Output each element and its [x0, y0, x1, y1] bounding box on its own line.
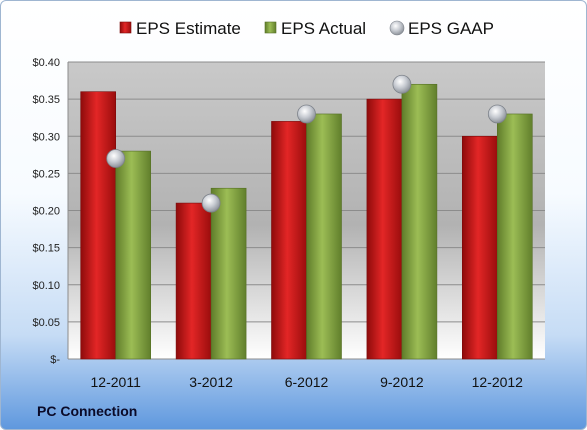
legend-swatch: [264, 21, 277, 34]
bar-eps-estimate: [175, 202, 212, 360]
bar-eps-actual: [210, 187, 247, 360]
marker-eps-gaap: [201, 193, 221, 213]
y-tick-label: $0.20: [32, 206, 60, 218]
company-name: PC Connection: [37, 403, 138, 419]
marker-eps-gaap: [297, 104, 316, 124]
y-tick-label: $0.15: [32, 243, 60, 255]
marker-eps-gaap: [106, 149, 126, 168]
marker-eps-gaap: [487, 104, 507, 124]
x-tick-label: 9-2012: [380, 374, 424, 390]
legend-label: EPS Estimate: [136, 19, 241, 38]
y-tick-label: $-: [50, 354, 60, 366]
y-tick-label: $0.05: [32, 317, 60, 329]
legend-label: EPS Actual: [281, 19, 366, 38]
bar-eps-actual: [496, 113, 533, 360]
y-tick-label: $0.30: [32, 131, 60, 143]
legend-label: EPS GAAP: [408, 19, 494, 38]
bar-eps-estimate: [366, 98, 403, 360]
bar-series: [80, 83, 533, 360]
bar-eps-estimate: [271, 121, 307, 360]
x-axis: 12-2011 3-2012 6-2012 9-2012 12-2012: [91, 374, 524, 390]
x-tick-label: 3-2012: [189, 374, 233, 390]
bar-eps-actual: [115, 150, 151, 360]
bar-eps-actual: [401, 83, 438, 360]
marker-eps-gaap: [392, 74, 412, 94]
x-tick-label: 12-2012: [472, 374, 524, 390]
x-tick-label: 6-2012: [285, 374, 329, 390]
y-tick-label: $0.10: [32, 280, 60, 292]
y-tick-label: $0.40: [32, 57, 60, 69]
legend: EPS Estimate EPS Actual EPS GAAP: [119, 19, 494, 38]
gaap-markers: [106, 74, 507, 213]
bar-eps-actual: [306, 113, 342, 360]
y-tick-label: $0.35: [32, 94, 60, 106]
y-tick-label: $0.25: [32, 168, 60, 180]
legend-swatch: [119, 21, 132, 34]
y-axis: $- $0.05 $0.10 $0.15 $0.20 $0.25 $0.30 $0.35 $0.…: [32, 57, 69, 366]
bar-eps-estimate: [80, 91, 116, 360]
x-tick-label: 12-2011: [91, 374, 142, 390]
bar-eps-estimate: [461, 135, 498, 360]
legend-swatch: [389, 20, 405, 36]
